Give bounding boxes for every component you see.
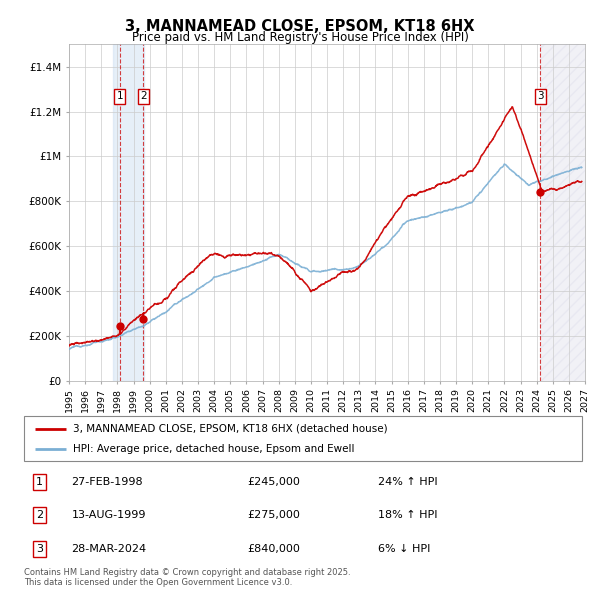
Text: 2: 2 [36,510,43,520]
Text: 1: 1 [116,91,123,101]
Text: 3, MANNAMEAD CLOSE, EPSOM, KT18 6HX: 3, MANNAMEAD CLOSE, EPSOM, KT18 6HX [125,19,475,34]
Text: 24% ↑ HPI: 24% ↑ HPI [379,477,438,487]
Text: HPI: Average price, detached house, Epsom and Ewell: HPI: Average price, detached house, Epso… [73,444,355,454]
Text: 27-FEB-1998: 27-FEB-1998 [71,477,143,487]
Text: £245,000: £245,000 [247,477,300,487]
Bar [113,44,145,381]
Text: 18% ↑ HPI: 18% ↑ HPI [379,510,438,520]
Text: 6% ↓ HPI: 6% ↓ HPI [379,544,431,554]
FancyBboxPatch shape [24,416,582,461]
Bar [540,44,585,381]
Text: £840,000: £840,000 [247,544,300,554]
Text: £275,000: £275,000 [247,510,300,520]
Text: Price paid vs. HM Land Registry's House Price Index (HPI): Price paid vs. HM Land Registry's House … [131,31,469,44]
Text: 1: 1 [36,477,43,487]
Text: 3: 3 [36,544,43,554]
Text: 3, MANNAMEAD CLOSE, EPSOM, KT18 6HX (detached house): 3, MANNAMEAD CLOSE, EPSOM, KT18 6HX (det… [73,424,388,434]
Text: 28-MAR-2024: 28-MAR-2024 [71,544,146,554]
Text: 3: 3 [537,91,544,101]
Text: 13-AUG-1999: 13-AUG-1999 [71,510,146,520]
Text: 2: 2 [140,91,147,101]
Text: Contains HM Land Registry data © Crown copyright and database right 2025.
This d: Contains HM Land Registry data © Crown c… [24,568,350,587]
